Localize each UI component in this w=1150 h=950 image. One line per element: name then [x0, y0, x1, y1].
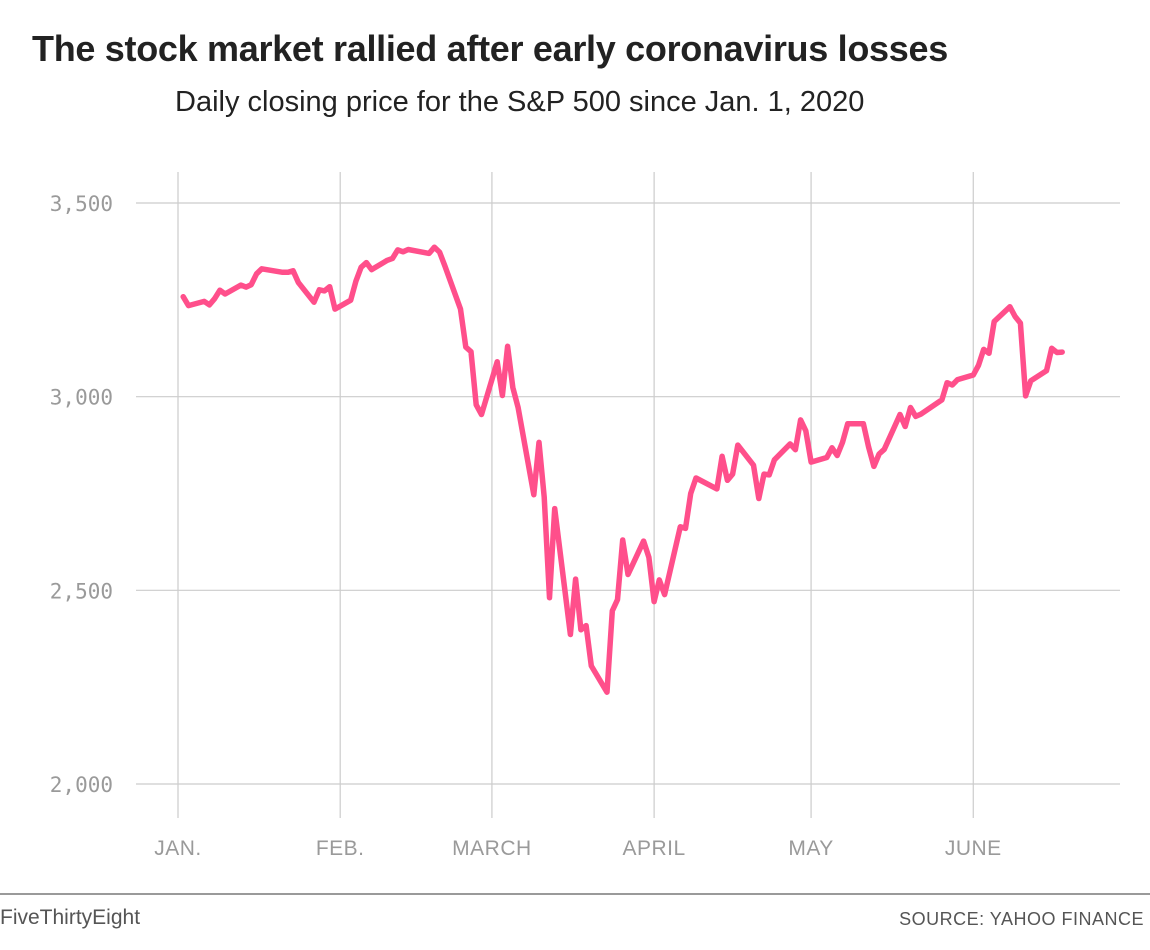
vertical-gridlines: [177, 172, 974, 818]
y-tick-label: 3,500: [50, 192, 113, 216]
x-tick-label: JAN.: [154, 837, 202, 860]
x-tick-label: FEB.: [316, 837, 365, 860]
horizontal-gridlines: [136, 202, 1120, 785]
y-axis-tick-labels: 3,500 3,000 2,500 2,000: [50, 192, 113, 797]
x-tick-label: APRIL: [623, 837, 686, 860]
x-axis-tick-labels: JAN. FEB. MARCH APRIL MAY JUNE: [154, 837, 1001, 860]
line-chart: 3,500 3,000 2,500 2,000 JAN. FEB. MARCH APRIL M…: [50, 172, 1120, 860]
y-tick-label: 2,000: [50, 773, 113, 797]
chart-title: The stock market rallied after early cor…: [32, 28, 948, 69]
y-tick-label: 2,500: [50, 579, 113, 603]
x-tick-label: MARCH: [452, 837, 532, 860]
source-note: SOURCE: YAHOO FINANCE: [899, 909, 1144, 929]
y-tick-label: 3,000: [50, 386, 113, 410]
x-tick-label: MAY: [788, 837, 833, 860]
brand-label: FiveThirtyEight: [0, 906, 141, 929]
chart-subtitle: Daily closing price for the S&P 500 sinc…: [175, 86, 865, 118]
series-layer: [180, 244, 1065, 695]
x-tick-label: JUNE: [945, 837, 1002, 860]
footer-divider: [0, 893, 1150, 895]
sp500-close-line: [180, 244, 1065, 695]
